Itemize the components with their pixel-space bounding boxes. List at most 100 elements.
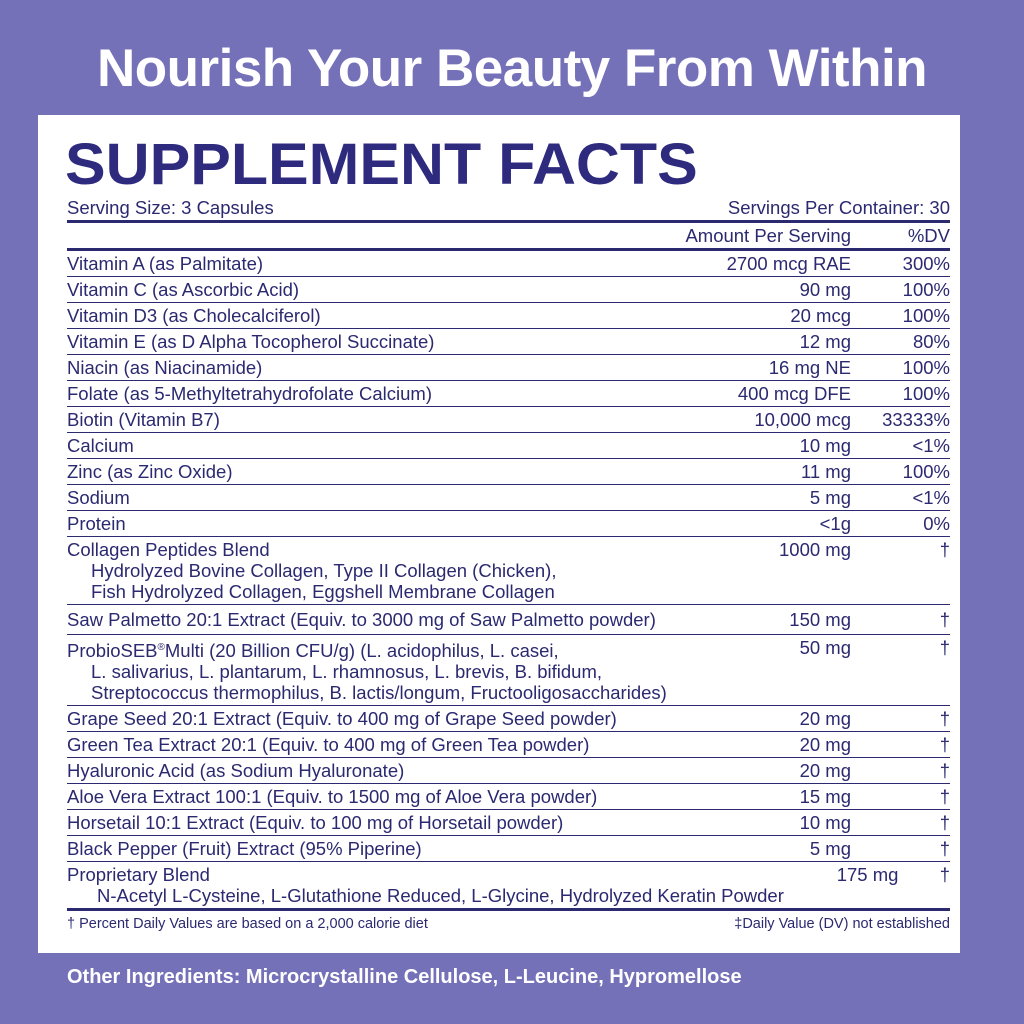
row-amount: 90 mg: [799, 279, 851, 300]
row-name: Saw Palmetto 20:1 Extract (Equiv. to 300…: [67, 609, 656, 630]
row-amount: 15 mg: [799, 786, 851, 808]
row-dv: †: [939, 786, 950, 808]
row-amount: 11 mg: [800, 461, 851, 482]
row-amount: 150 mg: [789, 609, 851, 630]
row-dv: 100%: [902, 279, 950, 300]
row-name: Folate (as 5-Methyltetrahydrofolate Calc…: [67, 383, 433, 404]
row-name: Collagen Peptides Blend: [67, 539, 270, 560]
row-amount: 20 mg: [799, 708, 851, 730]
registered-mark: ®: [157, 642, 165, 653]
table-row-collagen: Collagen Peptides Blend Hydrolyzed Bovine…: [67, 537, 950, 605]
row-amount: 175 mg: [836, 864, 899, 886]
table-row: Black Pepper (Fruit) Extract (95% Piperi…: [67, 836, 950, 863]
facts-table: Serving Size: 3 Capsules Servings Per Co…: [67, 195, 950, 932]
dv-header: %DV: [907, 225, 950, 246]
row-dv: †: [939, 812, 950, 834]
row-dv: †: [939, 708, 950, 730]
row-dv: 300%: [902, 253, 950, 274]
table-row: Zinc (as Zinc Oxide) 11 mg 100%: [67, 459, 950, 485]
row-name: Hyaluronic Acid (as Sodium Hyaluronate): [67, 760, 405, 782]
row-amount: 16 mg NE: [768, 357, 851, 378]
table-row: Green Tea Extract 20:1 (Equiv. to 400 mg…: [67, 732, 950, 759]
row-dv: 100%: [902, 461, 950, 482]
row-amount: 5 mg: [809, 487, 851, 508]
table-row: Aloe Vera Extract 100:1 (Equiv. to 1500 …: [67, 784, 950, 811]
table-row: Vitamin A (as Palmitate) 2700 mcg RAE 300%: [67, 251, 950, 277]
row-dv: 100%: [902, 305, 950, 326]
row-amount: 50 mg: [799, 637, 851, 658]
table-row: Niacin (as Niacinamide) 16 mg NE 100%: [67, 355, 950, 381]
row-dv: †: [939, 864, 950, 886]
row-dv: †: [939, 539, 950, 560]
row-dv: †: [939, 760, 950, 782]
row-name: Protein: [67, 513, 126, 534]
table-row: Vitamin E (as D Alpha Tocopherol Succina…: [67, 329, 950, 355]
row-name: Vitamin D3 (as Cholecalciferol): [67, 305, 321, 326]
row-dv: 0%: [923, 513, 950, 534]
row-amount: 20 mcg: [790, 305, 851, 326]
row-dv: †: [939, 609, 950, 630]
row-dv: †: [939, 734, 950, 756]
footnote-right: ‡Daily Value (DV) not established: [734, 916, 950, 933]
row-sub: N-Acetyl L-Cysteine, L-Glutathione Reduc…: [97, 885, 784, 907]
row-amount: 20 mg: [799, 734, 851, 756]
row-amount: 400 mcg DFE: [737, 383, 851, 404]
panel-title: SUPPLEMENT FACTS: [65, 132, 698, 197]
table-row: Vitamin D3 (as Cholecalciferol) 20 mcg 100…: [67, 303, 950, 329]
table-row-saw-palmetto: Saw Palmetto 20:1 Extract (Equiv. to 300…: [67, 605, 950, 635]
row-name: ProbioSEB: [67, 640, 158, 662]
servings-per-container: Servings Per Container: 30: [727, 197, 950, 218]
other-ingredients: Other Ingredients: Microcrystalline Cell…: [67, 966, 742, 988]
row-name: Multi (20 Billion CFU/g) (L. acidophilus…: [164, 640, 559, 662]
row-amount: 5 mg: [809, 838, 851, 860]
row-name: Aloe Vera Extract 100:1 (Equiv. to 1500 …: [67, 786, 598, 808]
row-amount: 10 mg: [799, 435, 851, 456]
row-sub: Streptococcus thermophilus, B. lactis/lo…: [91, 682, 667, 704]
table-row: Calcium 10 mg <1%: [67, 433, 950, 459]
row-name: Black Pepper (Fruit) Extract (95% Piperi…: [67, 838, 422, 860]
table-row: Folate (as 5-Methyltetrahydrofolate Calc…: [67, 381, 950, 407]
row-name: Vitamin E (as D Alpha Tocopherol Succina…: [67, 331, 435, 352]
row-dv: †: [939, 637, 950, 658]
row-dv: 80%: [912, 331, 950, 352]
serving-row: Serving Size: 3 Capsules Servings Per Co…: [67, 195, 950, 223]
row-name: Vitamin C (as Ascorbic Acid): [67, 279, 300, 300]
table-row: Protein <1g 0%: [67, 511, 950, 537]
row-name: Niacin (as Niacinamide): [67, 357, 263, 378]
row-dv: †: [939, 838, 950, 860]
row-dv: 100%: [902, 383, 950, 404]
row-sub: Fish Hydrolyzed Collagen, Eggshell Membr…: [91, 581, 555, 602]
row-name: Zinc (as Zinc Oxide): [67, 461, 233, 482]
table-row: Vitamin C (as Ascorbic Acid) 90 mg 100%: [67, 277, 950, 303]
row-amount: <1g: [819, 513, 851, 534]
row-dv: 33333%: [882, 409, 950, 430]
table-row: Grape Seed 20:1 Extract (Equiv. to 400 m…: [67, 706, 950, 733]
row-name: Horsetail 10:1 Extract (Equiv. to 100 mg…: [67, 812, 564, 834]
row-name: Sodium: [67, 487, 130, 508]
row-amount: 1000 mg: [779, 539, 851, 560]
serving-size: Serving Size: 3 Capsules: [67, 197, 274, 218]
row-name: Proprietary Blend: [67, 864, 210, 886]
row-name: Grape Seed 20:1 Extract (Equiv. to 400 m…: [67, 708, 617, 730]
row-amount: 2700 mcg RAE: [726, 253, 851, 274]
row-name: Calcium: [67, 435, 134, 456]
row-amount: 20 mg: [799, 760, 851, 782]
table-row: Biotin (Vitamin B7) 10,000 mcg 33333%: [67, 407, 950, 433]
table-row: Hyaluronic Acid (as Sodium Hyaluronate) 2…: [67, 758, 950, 785]
headline: Nourish Your Beauty From Within: [96, 39, 928, 98]
table-row: Sodium 5 mg <1%: [67, 485, 950, 511]
table-row: Horsetail 10:1 Extract (Equiv. to 100 mg…: [67, 810, 950, 837]
row-amount: 12 mg: [799, 331, 851, 352]
row-dv: <1%: [912, 435, 950, 456]
footnote-left: † Percent Daily Values are based on a 2,…: [67, 916, 428, 933]
table-row-proprietary: Proprietary Blend N-Acetyl L-Cysteine, L-…: [67, 862, 950, 912]
table-row-probioseb: ProbioSEB®Multi (20 Billion CFU/g) (L. a…: [67, 635, 950, 707]
row-sub: L. salivarius, L. plantarum, L. rhamnosu…: [91, 661, 603, 683]
supplement-facts-panel: SUPPLEMENT FACTS Serving Size: 3 Capsule…: [38, 115, 960, 953]
row-name: Green Tea Extract 20:1 (Equiv. to 400 mg…: [67, 734, 590, 756]
row-name: Vitamin A (as Palmitate): [67, 253, 264, 274]
row-amount: 10 mg: [799, 812, 851, 834]
column-header-row: Amount Per Serving %DV: [67, 223, 950, 251]
amount-header: Amount Per Serving: [685, 225, 851, 246]
row-sub: Hydrolyzed Bovine Collagen, Type II Coll…: [91, 560, 557, 581]
